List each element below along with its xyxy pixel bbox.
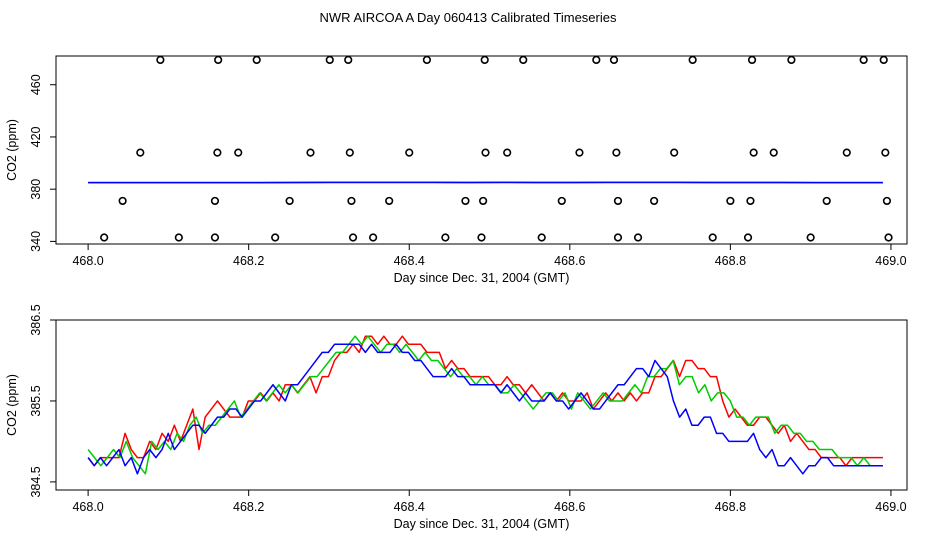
data-point xyxy=(118,196,127,206)
data-point xyxy=(726,196,735,206)
data-point xyxy=(136,148,145,157)
data-point xyxy=(214,55,223,65)
data-point xyxy=(441,233,450,242)
series-line xyxy=(87,343,883,475)
data-point xyxy=(881,148,890,157)
x-tick-label: 468.6 xyxy=(554,254,585,268)
data-point xyxy=(842,148,851,157)
data-point xyxy=(592,55,601,65)
x-tick-label: 468.0 xyxy=(72,500,103,514)
x-tick-label: 468.2 xyxy=(233,500,264,514)
x-tick-label: 468.8 xyxy=(715,254,746,268)
data-point xyxy=(174,233,183,242)
x-axis-title: Day since Dec. 31, 2004 (GMT) xyxy=(394,271,570,285)
data-point xyxy=(347,196,356,206)
data-point xyxy=(325,55,334,65)
x-tick-label: 468.4 xyxy=(394,500,425,514)
data-point xyxy=(746,196,755,206)
top-panel-scatter: 468.0 468.2 468.4 468.6 468.8 469.0 340 380 420 4… xyxy=(5,55,908,285)
data-point xyxy=(650,196,659,206)
data-point xyxy=(348,233,358,242)
data-point xyxy=(213,148,222,157)
data-point xyxy=(422,55,432,65)
x-tick-label: 468.8 xyxy=(715,500,746,514)
y-axis-title: CO2 (ppm) xyxy=(5,374,19,436)
data-point xyxy=(345,148,354,157)
data-point xyxy=(882,196,892,206)
y-tick-label: 386.5 xyxy=(29,304,43,335)
data-point xyxy=(879,55,888,65)
x-tick-label: 468.0 xyxy=(72,254,103,268)
data-point xyxy=(405,148,414,157)
data-point xyxy=(859,55,868,65)
y-tick-label: 460 xyxy=(29,74,43,95)
x-tick-label: 469.0 xyxy=(875,254,906,268)
x-tick-label: 468.2 xyxy=(233,254,264,268)
x-axis-title: Day since Dec. 31, 2004 (GMT) xyxy=(394,517,570,531)
y-tick-label: 384.5 xyxy=(29,466,43,497)
data-point xyxy=(480,55,489,65)
data-point xyxy=(252,55,261,65)
data-point xyxy=(306,148,315,157)
data-point xyxy=(612,148,621,157)
x-tick-label: 468.6 xyxy=(554,500,585,514)
data-point xyxy=(787,55,796,65)
data-point xyxy=(519,55,528,65)
y-axis-title: CO2 (ppm) xyxy=(5,119,19,181)
series-line xyxy=(87,335,883,467)
data-point xyxy=(747,55,757,65)
data-point xyxy=(557,196,566,206)
plot-frame xyxy=(55,55,908,245)
y-tick-label: 340 xyxy=(29,231,43,252)
data-point xyxy=(708,233,717,242)
data-point xyxy=(633,233,643,242)
data-point xyxy=(613,196,623,206)
data-point xyxy=(670,148,679,157)
plot-frame xyxy=(55,319,908,491)
data-point xyxy=(884,233,893,242)
data-point xyxy=(156,55,165,65)
y-tick-label: 385.5 xyxy=(29,385,43,416)
data-point xyxy=(822,196,831,206)
data-point xyxy=(271,233,280,242)
data-point xyxy=(769,148,778,157)
data-point xyxy=(575,148,584,157)
y-tick-label: 380 xyxy=(29,179,43,200)
data-point xyxy=(385,196,394,206)
data-point xyxy=(100,233,109,242)
data-point xyxy=(477,233,486,242)
series-line xyxy=(87,335,883,475)
data-point xyxy=(749,148,758,157)
data-point xyxy=(481,148,490,157)
data-point xyxy=(210,196,220,206)
x-tick-label: 468.4 xyxy=(394,254,425,268)
data-point xyxy=(609,55,619,65)
data-point xyxy=(503,148,512,157)
data-point xyxy=(479,196,488,206)
y-tick-label: 420 xyxy=(29,126,43,147)
data-point xyxy=(210,233,220,242)
figure-title: NWR AIRCOA A Day 060413 Calibrated Times… xyxy=(320,10,617,25)
data-point xyxy=(537,233,546,242)
data-point xyxy=(461,196,470,206)
data-point xyxy=(688,55,697,65)
data-point xyxy=(613,233,623,242)
bottom-panel-timeseries: 468.0 468.2 468.4 468.6 468.8 469.0 384.5 385.5… xyxy=(5,304,908,531)
data-point xyxy=(285,196,294,206)
data-point xyxy=(806,233,815,242)
data-point xyxy=(344,55,353,65)
x-tick-label: 469.0 xyxy=(875,500,906,514)
data-point xyxy=(743,233,753,242)
data-point xyxy=(234,148,243,157)
data-point xyxy=(369,233,378,242)
